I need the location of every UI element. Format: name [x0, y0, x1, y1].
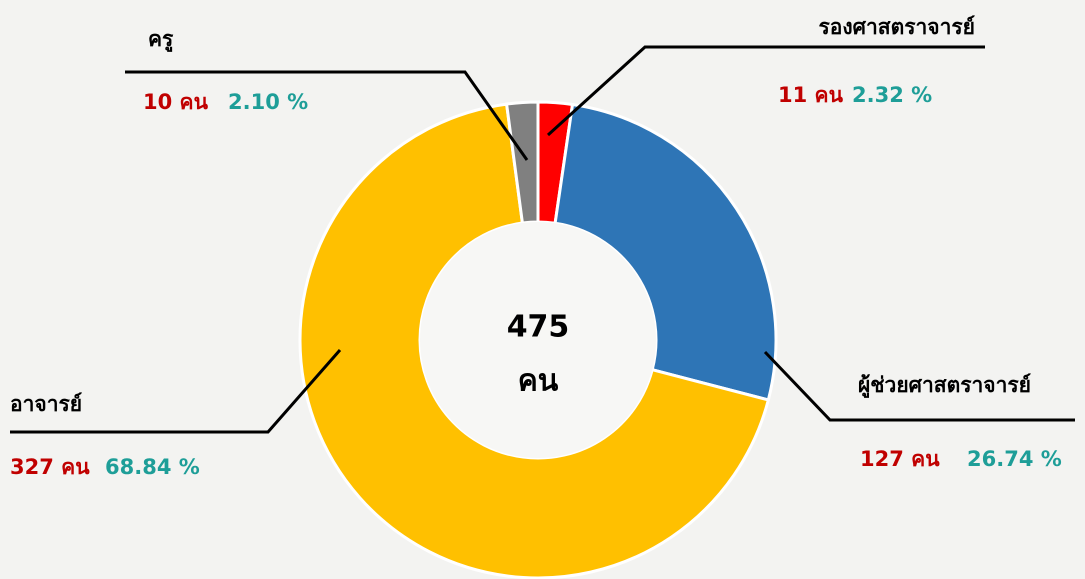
value-label: 327 คน [10, 455, 90, 479]
leader-line [546, 45, 985, 137]
leader-line [10, 349, 342, 434]
value-label: 10 คน [143, 90, 209, 114]
percent-label: 2.32 % [852, 83, 932, 107]
leader-line [125, 70, 529, 161]
center-total: 475 [507, 310, 570, 345]
leader-line [763, 350, 1075, 422]
category-label: อาจารย์ [10, 392, 82, 416]
percent-label: 26.74 % [967, 447, 1062, 471]
value-label: 11 คน [778, 83, 844, 107]
value-label: 127 คน [860, 447, 940, 471]
category-label: ครู [148, 27, 174, 53]
category-label: ผู้ช่วยศาสตราจารย์ [858, 373, 1031, 399]
percent-label: 68.84 % [105, 455, 200, 479]
donut-slice [298, 102, 771, 579]
donut-hole [420, 222, 656, 458]
center-unit: คน [518, 364, 559, 399]
percent-label: 2.10 % [228, 90, 308, 114]
category-label: รองศาสตราจารย์ [819, 15, 975, 39]
